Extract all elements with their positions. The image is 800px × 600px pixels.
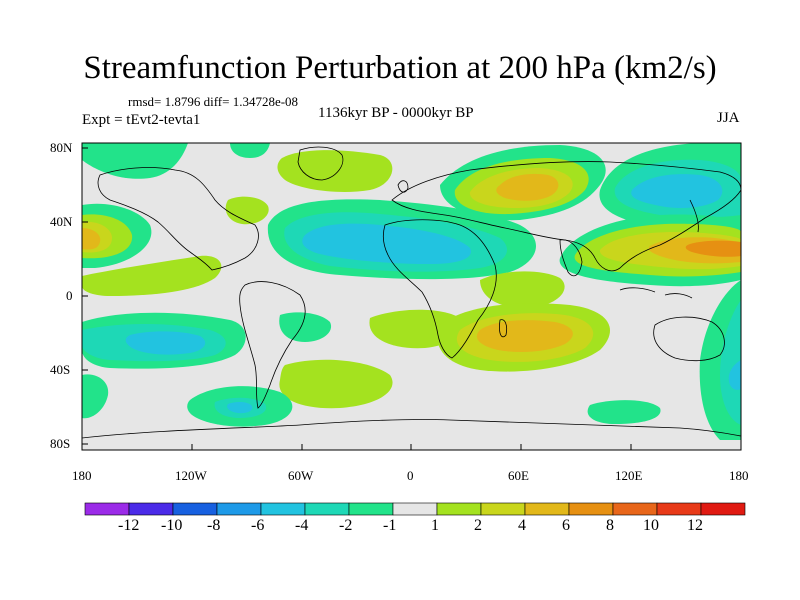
- colorbar-label: 4: [518, 517, 526, 534]
- lon-label: 0: [407, 468, 414, 483]
- region-wpac-high-core: [685, 240, 741, 257]
- colorbar-box: [172, 502, 218, 516]
- colorbar-box: [216, 502, 262, 516]
- region-east-edge-teal: [720, 300, 741, 425]
- region-na-high: [277, 150, 393, 192]
- coast-antarctica: [82, 419, 741, 439]
- region-satl-high: [279, 359, 393, 409]
- period-label: 1136kyr BP - 0000kyr BP: [318, 105, 474, 121]
- colorbar-label: 6: [562, 517, 570, 534]
- region-so-blue-west: [227, 401, 253, 414]
- colorbar-box: [84, 502, 130, 516]
- colorbar-box: [128, 502, 174, 516]
- region-eu-high-orange: [496, 173, 559, 201]
- region-west-edge-green-s: [82, 374, 109, 419]
- region-trop-epac: [82, 255, 222, 296]
- colorbar-box: [304, 502, 350, 516]
- coast-south-america: [239, 281, 306, 409]
- field-shading: [82, 143, 741, 440]
- coast-indonesia: [619, 287, 693, 299]
- colorbar-box: [568, 502, 614, 516]
- colorbar-label: 1: [431, 517, 439, 534]
- region-spac-low-blue: [125, 331, 206, 355]
- coast-eurasia: [391, 161, 741, 272]
- region-so-green-east: [587, 400, 661, 424]
- region-sio-high-orange: [476, 320, 573, 352]
- colorbar-label: -8: [207, 517, 221, 534]
- lon-label: 180: [729, 468, 749, 483]
- colorbar-box: [480, 502, 526, 516]
- coast-australia: [653, 316, 725, 362]
- lon-label: 120W: [175, 468, 207, 483]
- region-atlantic-low-blue: [302, 223, 471, 264]
- colorbar-box: [392, 502, 438, 516]
- lon-label: 120E: [615, 468, 643, 483]
- colorbar-boxes: [84, 502, 746, 516]
- lon-label: 60W: [288, 468, 314, 483]
- figure-title: Streamfunction Perturbation at 200 hPa (…: [83, 50, 717, 86]
- region-east-edge-blue: [728, 360, 741, 390]
- colorbar-box: [656, 502, 702, 516]
- region-spac-green-2: [279, 312, 332, 342]
- colorbar-box: [524, 502, 570, 516]
- region-npac-west-orange: [82, 228, 101, 250]
- stats-text: rmsd= 1.8796 diff= 1.34728e-08: [128, 94, 299, 109]
- colorbar-label: -2: [339, 517, 353, 534]
- colorbar-label: -6: [251, 517, 265, 534]
- lon-label: 60E: [508, 468, 529, 483]
- colorbar-label: -10: [161, 517, 183, 534]
- region-na-small: [225, 196, 269, 225]
- lat-label: 40S: [50, 362, 71, 377]
- coastlines: [82, 146, 741, 439]
- region-arctic-green-mid: [230, 143, 270, 158]
- coast-japan: [689, 199, 699, 233]
- coast-greenland: [297, 146, 344, 181]
- colorbar-label: 8: [606, 517, 614, 534]
- region-na-africa: [480, 271, 565, 309]
- colorbar-box: [700, 502, 746, 516]
- lat-label: 80S: [50, 436, 71, 451]
- colorbar-label: 2: [474, 517, 482, 534]
- colorbar-label: -12: [118, 517, 140, 534]
- colorbar-box: [436, 502, 482, 516]
- coast-india: [559, 239, 583, 277]
- lat-label: 40N: [50, 214, 73, 229]
- coast-uk: [397, 180, 409, 193]
- region-arctic-green-west: [82, 143, 188, 179]
- coast-madagascar: [499, 319, 508, 338]
- axis-ticks: [82, 147, 632, 450]
- lat-label: 0: [66, 288, 73, 303]
- lon-label: 180: [72, 468, 92, 483]
- colorbar-box: [612, 502, 658, 516]
- experiment-label: Expt = tEvt2-tevta1: [82, 112, 201, 128]
- coast-africa: [382, 219, 497, 359]
- colorbar-box: [348, 502, 394, 516]
- region-sib-low-blue: [631, 174, 723, 208]
- coast-north-america: [97, 167, 259, 271]
- colorbar-label: 10: [643, 517, 659, 534]
- colorbar-label: -1: [383, 517, 397, 534]
- colorbar-label: -4: [295, 517, 309, 534]
- colorbar-label: 12: [687, 517, 703, 534]
- lat-label: 80N: [50, 140, 73, 155]
- season-label: JJA: [717, 110, 740, 126]
- colorbar-box: [260, 502, 306, 516]
